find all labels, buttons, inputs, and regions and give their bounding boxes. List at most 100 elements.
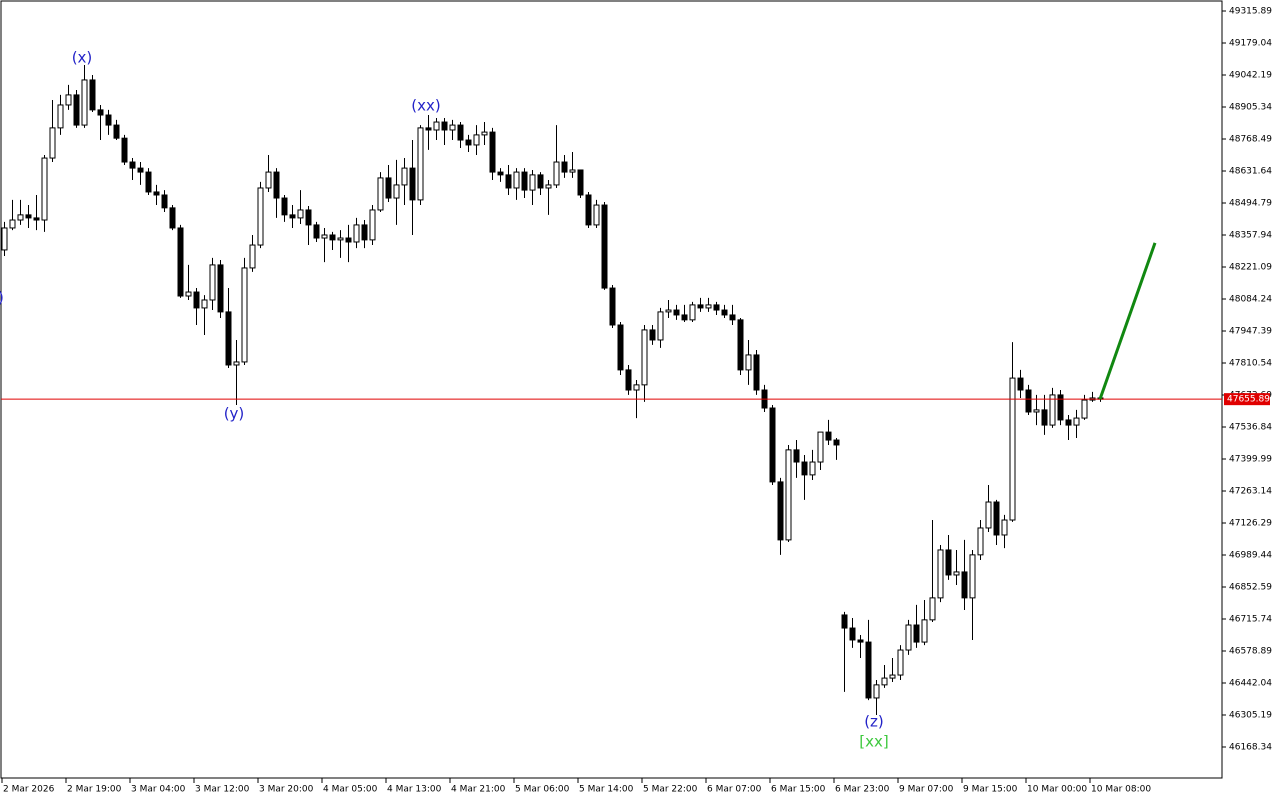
candle-body bbox=[49, 127, 56, 159]
candle-body bbox=[377, 177, 384, 211]
candle-body bbox=[833, 439, 840, 446]
candle-body bbox=[481, 131, 488, 136]
y-tick-label: 46168.34 bbox=[1229, 742, 1272, 752]
x-tick-label: 3 Mar 20:00 bbox=[259, 785, 314, 795]
candle-body bbox=[857, 639, 864, 643]
candle-body bbox=[729, 314, 736, 321]
candle-body bbox=[25, 214, 32, 219]
candle-body bbox=[753, 354, 760, 391]
candle-body bbox=[849, 627, 856, 641]
x-tick-label: 5 Mar 22:00 bbox=[643, 785, 698, 795]
candle-body bbox=[977, 527, 984, 556]
candle-body bbox=[1009, 377, 1016, 521]
candle-body bbox=[529, 174, 536, 191]
candle-body bbox=[401, 167, 408, 186]
projection-line bbox=[1098, 242, 1157, 400]
candle-body bbox=[809, 461, 816, 476]
candle-body bbox=[249, 244, 256, 269]
candle-body bbox=[649, 329, 656, 341]
candle-body bbox=[897, 649, 904, 676]
y-tick-label: 46989.44 bbox=[1229, 550, 1272, 560]
candle-body bbox=[769, 407, 776, 483]
candle-body bbox=[929, 597, 936, 621]
candle-body bbox=[905, 624, 912, 651]
candle-body bbox=[561, 161, 568, 173]
candle-body bbox=[593, 204, 600, 226]
candle-body bbox=[577, 169, 584, 196]
candle-body bbox=[145, 171, 152, 193]
candle-body bbox=[745, 354, 752, 371]
candle-body bbox=[169, 207, 176, 229]
candle-body bbox=[89, 79, 96, 111]
candle-body bbox=[345, 237, 352, 243]
candle-body bbox=[241, 267, 248, 363]
candle-body bbox=[881, 677, 888, 686]
candle-body bbox=[273, 171, 280, 199]
candle-body bbox=[473, 134, 480, 146]
candle-body bbox=[1049, 394, 1056, 426]
candle-body bbox=[1, 227, 8, 251]
candle-body bbox=[697, 304, 704, 309]
candle-body bbox=[129, 161, 136, 169]
candle-body bbox=[689, 304, 696, 321]
candle-body bbox=[201, 299, 208, 309]
candle-body bbox=[953, 571, 960, 576]
x-tick-label: 9 Mar 15:00 bbox=[963, 785, 1018, 795]
candle-body bbox=[865, 641, 872, 699]
x-tick-label: 5 Mar 14:00 bbox=[579, 785, 634, 795]
wave-label: (x) bbox=[72, 49, 93, 67]
y-tick-label: 46305.19 bbox=[1229, 710, 1272, 720]
candle-body bbox=[1033, 409, 1040, 413]
x-tick-label: 3 Mar 12:00 bbox=[195, 785, 250, 795]
wave-label: (xx) bbox=[411, 97, 440, 115]
candle-body bbox=[721, 309, 728, 316]
candle-body bbox=[265, 171, 272, 189]
y-tick-label: 48221.09 bbox=[1229, 262, 1272, 272]
y-tick-label: 47947.39 bbox=[1229, 326, 1272, 336]
candle-body bbox=[1001, 519, 1008, 536]
candle-body bbox=[889, 674, 896, 679]
candle-body bbox=[457, 124, 464, 141]
candle-body bbox=[217, 264, 224, 313]
candle-body bbox=[41, 157, 48, 221]
candle-body bbox=[841, 614, 848, 629]
candle-body bbox=[937, 549, 944, 599]
x-tick-label: 2 Mar 19:00 bbox=[67, 785, 122, 795]
current-price-box bbox=[1224, 393, 1270, 406]
candle-body bbox=[545, 184, 552, 189]
candle-body bbox=[193, 291, 200, 309]
y-tick-label: 49179.04 bbox=[1229, 38, 1272, 48]
candle-body bbox=[465, 139, 472, 146]
candle-body bbox=[9, 219, 16, 229]
candle-body bbox=[625, 369, 632, 391]
candle-body bbox=[1025, 389, 1032, 413]
candle-body bbox=[609, 287, 616, 326]
wave-label: ) bbox=[0, 289, 4, 307]
candle-body bbox=[185, 291, 192, 297]
candle-body bbox=[361, 224, 368, 241]
candle-body bbox=[489, 131, 496, 173]
candle-body bbox=[281, 197, 288, 216]
candle-body bbox=[1073, 417, 1080, 426]
x-tick-label: 6 Mar 15:00 bbox=[771, 785, 826, 795]
candle-body bbox=[337, 237, 344, 241]
candle-body bbox=[97, 109, 104, 116]
x-tick-label: 4 Mar 21:00 bbox=[451, 785, 506, 795]
candle-body bbox=[633, 384, 640, 391]
candle-body bbox=[121, 137, 128, 163]
candle-body bbox=[1057, 394, 1064, 421]
candle-body bbox=[681, 314, 688, 321]
candle-body bbox=[497, 171, 504, 176]
candle-body bbox=[449, 124, 456, 131]
candle-body bbox=[705, 304, 712, 309]
candle-body bbox=[441, 121, 448, 131]
plot-frame bbox=[0, 0, 1223, 779]
candle-body bbox=[17, 214, 24, 221]
candle-body bbox=[81, 79, 88, 126]
y-tick-label: 47263.14 bbox=[1229, 486, 1272, 496]
candle-body bbox=[785, 449, 792, 541]
candle-body bbox=[105, 114, 112, 126]
candle-body bbox=[369, 209, 376, 241]
candle-body bbox=[385, 177, 392, 199]
candle-body bbox=[233, 361, 240, 366]
